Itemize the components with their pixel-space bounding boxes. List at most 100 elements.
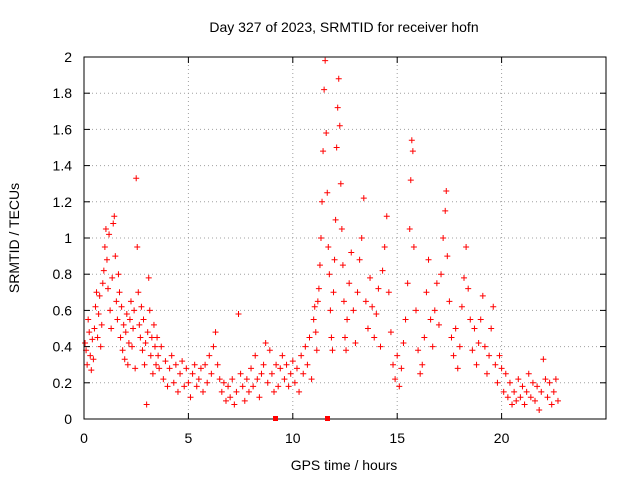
data-point xyxy=(252,352,259,359)
data-point xyxy=(402,316,409,323)
data-point xyxy=(311,303,318,310)
y-tick-label: 1.6 xyxy=(53,121,73,137)
data-point xyxy=(316,262,323,269)
data-point xyxy=(419,361,426,368)
data-point xyxy=(113,298,120,305)
data-point xyxy=(332,216,339,223)
data-point xyxy=(513,397,520,404)
data-point xyxy=(502,370,509,377)
data-point xyxy=(442,207,449,214)
data-point xyxy=(521,401,528,408)
data-point xyxy=(179,358,186,365)
data-point xyxy=(258,370,265,377)
data-point xyxy=(233,388,240,395)
data-point xyxy=(131,307,138,314)
data-point xyxy=(260,361,267,368)
data-point xyxy=(181,383,188,390)
data-point xyxy=(93,289,100,296)
data-point xyxy=(237,370,244,377)
data-point xyxy=(84,361,91,368)
data-point xyxy=(519,383,526,390)
data-point xyxy=(415,347,422,354)
data-point xyxy=(243,376,250,383)
data-point xyxy=(106,231,113,238)
data-point xyxy=(379,267,386,274)
y-tick-label: 1.2 xyxy=(53,194,73,210)
data-point xyxy=(108,325,115,332)
data-point xyxy=(465,285,472,292)
data-point xyxy=(96,292,103,299)
data-point xyxy=(409,148,416,155)
data-point xyxy=(216,376,223,383)
data-point xyxy=(289,358,296,365)
data-point xyxy=(105,285,112,292)
data-point xyxy=(435,321,442,328)
data-point xyxy=(444,253,451,260)
data-point xyxy=(135,289,142,296)
data-point xyxy=(177,370,184,377)
data-point xyxy=(99,280,106,287)
data-point xyxy=(504,394,511,401)
data-point xyxy=(527,394,534,401)
data-point xyxy=(467,316,474,323)
data-point xyxy=(138,303,145,310)
data-point xyxy=(333,144,340,151)
data-point xyxy=(398,365,405,372)
data-point xyxy=(214,361,221,368)
data-point xyxy=(262,339,269,346)
y-tick-label: 0.2 xyxy=(53,375,73,391)
data-point xyxy=(291,379,298,386)
data-point xyxy=(407,177,414,184)
data-point xyxy=(256,394,263,401)
y-tick-label: 1 xyxy=(64,230,72,246)
data-point xyxy=(469,347,476,354)
data-point xyxy=(417,370,424,377)
data-point xyxy=(354,289,361,296)
data-point xyxy=(220,379,227,386)
data-point xyxy=(322,57,329,64)
data-point xyxy=(302,343,309,350)
data-point xyxy=(425,256,432,263)
data-point xyxy=(509,401,516,408)
data-point xyxy=(141,361,148,368)
data-point xyxy=(373,311,380,318)
data-point xyxy=(126,316,133,323)
data-point xyxy=(461,274,468,281)
x-tick-label: 5 xyxy=(185,430,193,446)
data-point xyxy=(275,383,282,390)
data-point xyxy=(375,285,382,292)
data-point xyxy=(338,225,345,232)
data-point xyxy=(336,122,343,129)
data-point xyxy=(438,271,445,278)
data-point xyxy=(344,316,351,323)
data-point xyxy=(381,244,388,251)
data-point xyxy=(168,352,175,359)
data-point xyxy=(348,249,355,256)
data-point xyxy=(319,198,326,205)
data-point xyxy=(293,365,300,372)
data-point xyxy=(183,365,190,372)
data-point xyxy=(115,271,122,278)
data-point xyxy=(329,347,336,354)
data-point xyxy=(145,274,152,281)
data-point xyxy=(122,329,129,336)
y-tick-label: 2 xyxy=(64,49,72,65)
data-point xyxy=(339,262,346,269)
data-point xyxy=(506,379,513,386)
data-point xyxy=(367,274,374,281)
data-point xyxy=(313,347,320,354)
data-point xyxy=(296,388,303,395)
data-point xyxy=(364,325,371,332)
data-point xyxy=(314,298,321,305)
data-point xyxy=(352,339,359,346)
data-point xyxy=(458,303,465,310)
data-point xyxy=(342,334,348,341)
data-point xyxy=(107,307,114,314)
data-point xyxy=(481,343,488,350)
y-tick-label: 0.8 xyxy=(53,266,73,282)
data-point xyxy=(191,361,198,368)
data-point xyxy=(421,334,428,341)
data-point xyxy=(443,187,450,194)
data-point xyxy=(423,289,430,296)
